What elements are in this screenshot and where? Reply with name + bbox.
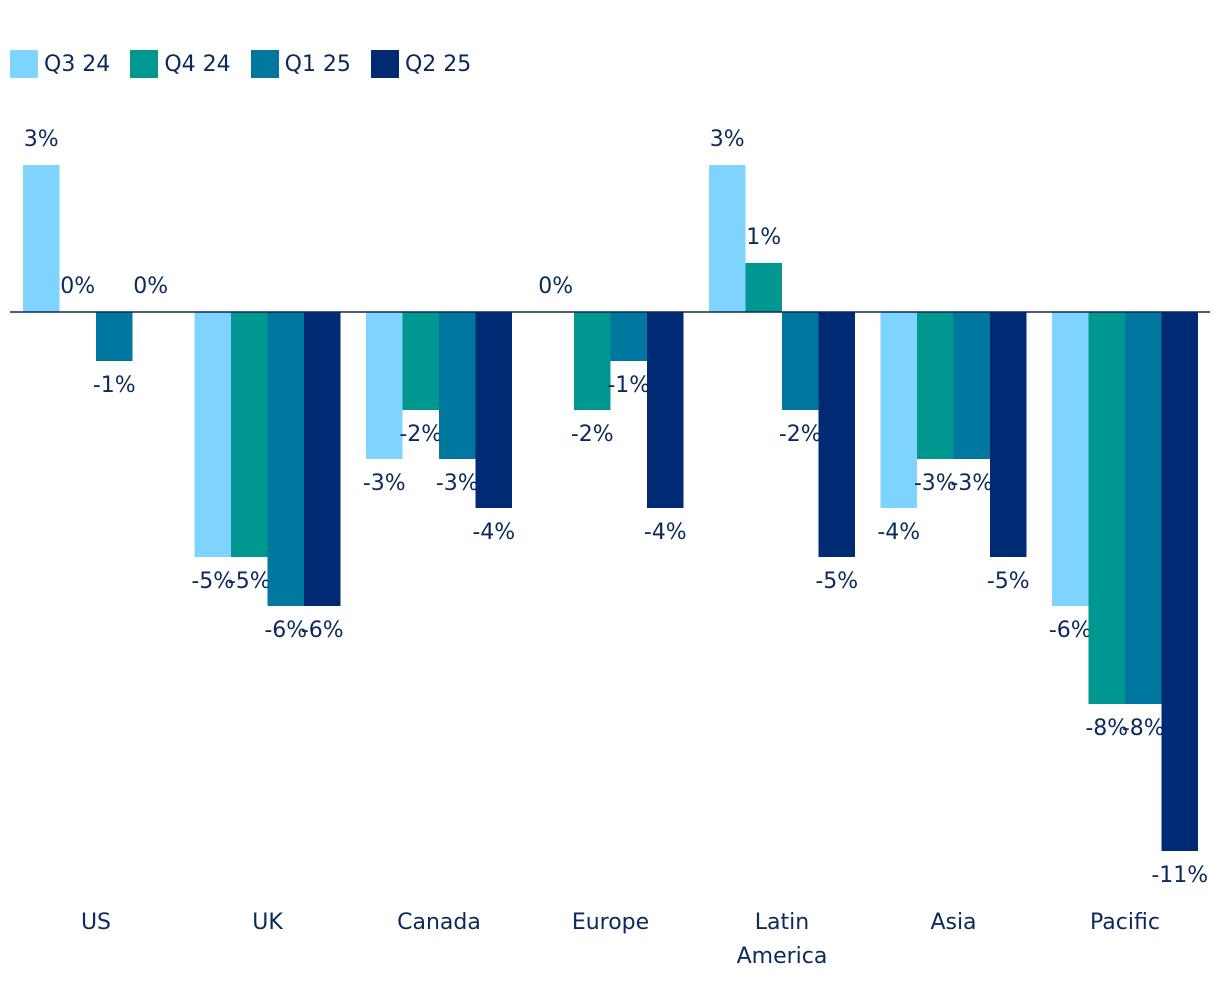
bar bbox=[818, 312, 855, 557]
bar bbox=[647, 312, 684, 508]
data-label: 0% bbox=[538, 274, 573, 299]
category-label: UK bbox=[252, 910, 283, 935]
legend-swatch bbox=[130, 50, 159, 78]
bar bbox=[917, 312, 954, 459]
data-label: -11% bbox=[1151, 863, 1208, 888]
legend-label: Q1 25 bbox=[284, 51, 351, 77]
data-label: -2% bbox=[571, 422, 614, 447]
bar bbox=[574, 312, 611, 410]
data-label: -4% bbox=[472, 520, 515, 545]
bar bbox=[267, 312, 304, 606]
data-label: -5% bbox=[191, 569, 234, 594]
legend-swatch bbox=[370, 50, 399, 78]
data-label: -4% bbox=[877, 520, 920, 545]
data-label: 1% bbox=[746, 225, 781, 250]
bar bbox=[475, 312, 512, 508]
bar bbox=[782, 312, 819, 410]
category-label: Europe bbox=[572, 910, 649, 935]
data-label: -6% bbox=[1049, 618, 1092, 643]
data-label: -1% bbox=[607, 373, 650, 398]
data-label: -8% bbox=[1122, 716, 1165, 741]
data-label: -3% bbox=[436, 471, 479, 496]
bar bbox=[23, 165, 60, 312]
data-label: -1% bbox=[93, 373, 136, 398]
legend-item: Q3 24 bbox=[10, 50, 110, 78]
legend-swatch bbox=[10, 50, 38, 78]
legend-item: Q2 25 bbox=[370, 50, 472, 78]
data-label: -3% bbox=[363, 471, 406, 496]
bar bbox=[96, 312, 133, 361]
bar bbox=[610, 312, 647, 361]
data-label: -2% bbox=[399, 422, 442, 447]
legend-label: Q4 24 bbox=[164, 51, 231, 77]
bar bbox=[709, 165, 746, 312]
legend-swatch bbox=[250, 50, 279, 78]
bar bbox=[745, 263, 782, 312]
data-label: 3% bbox=[710, 127, 745, 152]
data-label: 0% bbox=[60, 274, 95, 299]
bar bbox=[953, 312, 990, 459]
category-label: Latin bbox=[755, 910, 809, 935]
legend-label: Q2 25 bbox=[404, 51, 472, 77]
legend-label: Q3 24 bbox=[44, 51, 111, 77]
category-label: Asia bbox=[930, 910, 976, 935]
bar bbox=[439, 312, 476, 459]
data-label: -6% bbox=[264, 618, 307, 643]
data-label: -6% bbox=[301, 618, 344, 643]
bar bbox=[880, 312, 917, 508]
data-label: -8% bbox=[1085, 716, 1128, 741]
data-label: -5% bbox=[987, 569, 1030, 594]
bar bbox=[1088, 312, 1125, 704]
data-label: -5% bbox=[815, 569, 858, 594]
data-label: -3% bbox=[950, 471, 993, 496]
legend-item: Q4 24 bbox=[130, 50, 231, 78]
bar bbox=[194, 312, 231, 557]
category-label: Pacific bbox=[1090, 910, 1160, 935]
data-label: -2% bbox=[779, 422, 822, 447]
category-label: America bbox=[737, 944, 828, 969]
bar bbox=[304, 312, 341, 606]
bar bbox=[402, 312, 439, 410]
bar bbox=[990, 312, 1027, 557]
data-label: 0% bbox=[133, 274, 168, 299]
data-label: -5% bbox=[228, 569, 271, 594]
bar bbox=[1161, 312, 1198, 851]
data-label: 3% bbox=[24, 127, 59, 152]
category-label: Canada bbox=[397, 910, 481, 935]
legend-item: Q1 25 bbox=[250, 50, 351, 78]
data-label: -3% bbox=[914, 471, 957, 496]
bar bbox=[366, 312, 403, 459]
category-label: US bbox=[81, 910, 111, 935]
data-label: -4% bbox=[644, 520, 687, 545]
legend: Q3 24 Q4 24 Q1 25 Q2 25 bbox=[10, 48, 491, 80]
bar bbox=[1125, 312, 1162, 704]
bar bbox=[231, 312, 268, 557]
bar bbox=[1052, 312, 1089, 606]
